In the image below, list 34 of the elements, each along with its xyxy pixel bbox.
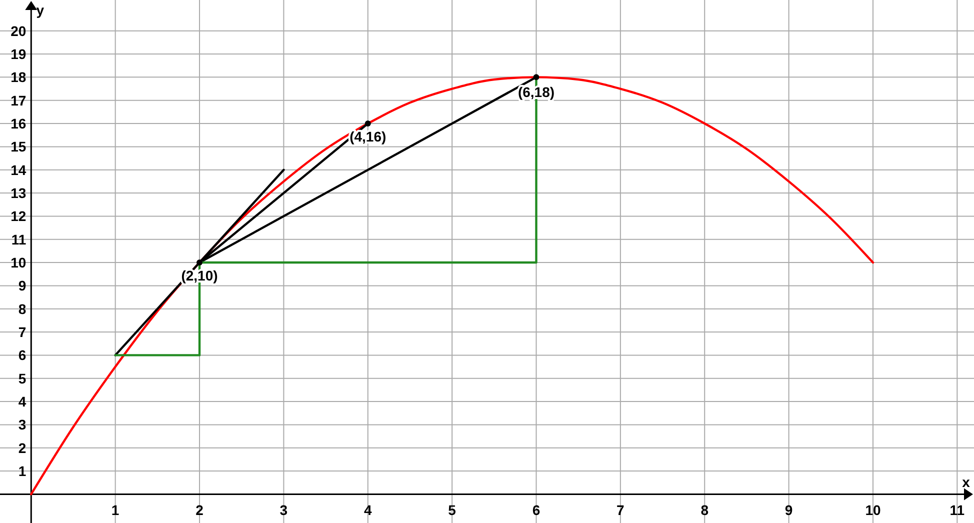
y-tick-label: 17 (10, 92, 26, 108)
y-tick-label: 8 (18, 300, 26, 317)
y-tick-label: 19 (10, 46, 26, 62)
x-tick-label: 8 (700, 502, 709, 518)
y-tick-label: 5 (18, 370, 26, 386)
x-tick-label: 7 (616, 502, 625, 518)
x-tick-label: 9 (784, 502, 793, 518)
y-tick-label: 4 (18, 394, 26, 410)
x-tick-label: 6 (532, 502, 540, 518)
x-tick-label: 2 (196, 502, 204, 518)
annotation: (4,16) (350, 128, 386, 145)
y-tick-label: 15 (10, 138, 26, 155)
x-tick-label: 1 (111, 502, 120, 518)
y-tick-label: 10 (10, 254, 26, 271)
x-tick-label: 11 (950, 502, 965, 518)
y-tick-label: 20 (10, 22, 26, 39)
y-tick-label: 11 (11, 231, 26, 248)
x-tick-label: 3 (280, 502, 288, 518)
y-tick-label: 7 (18, 324, 26, 340)
y-tick-label: 16 (10, 116, 26, 132)
y-tick-label: 18 (10, 69, 26, 86)
y-tick-label: 6 (18, 347, 26, 364)
x-tick-label: 4 (364, 502, 372, 518)
y-axis-title: y (36, 2, 44, 18)
y-tick-label: 12 (10, 208, 26, 224)
y-tick-label: 2 (18, 440, 26, 456)
x-tick-label: 5 (448, 502, 456, 518)
y-tick-label: 9 (18, 278, 26, 294)
x-axis-title: x (962, 474, 970, 490)
y-tick-label: 13 (10, 185, 26, 202)
x-tick-label: 10 (865, 502, 881, 518)
y-tick-label: 3 (18, 416, 26, 433)
y-tick-label: 14 (10, 162, 26, 178)
y-tick-label: 1 (18, 463, 26, 480)
